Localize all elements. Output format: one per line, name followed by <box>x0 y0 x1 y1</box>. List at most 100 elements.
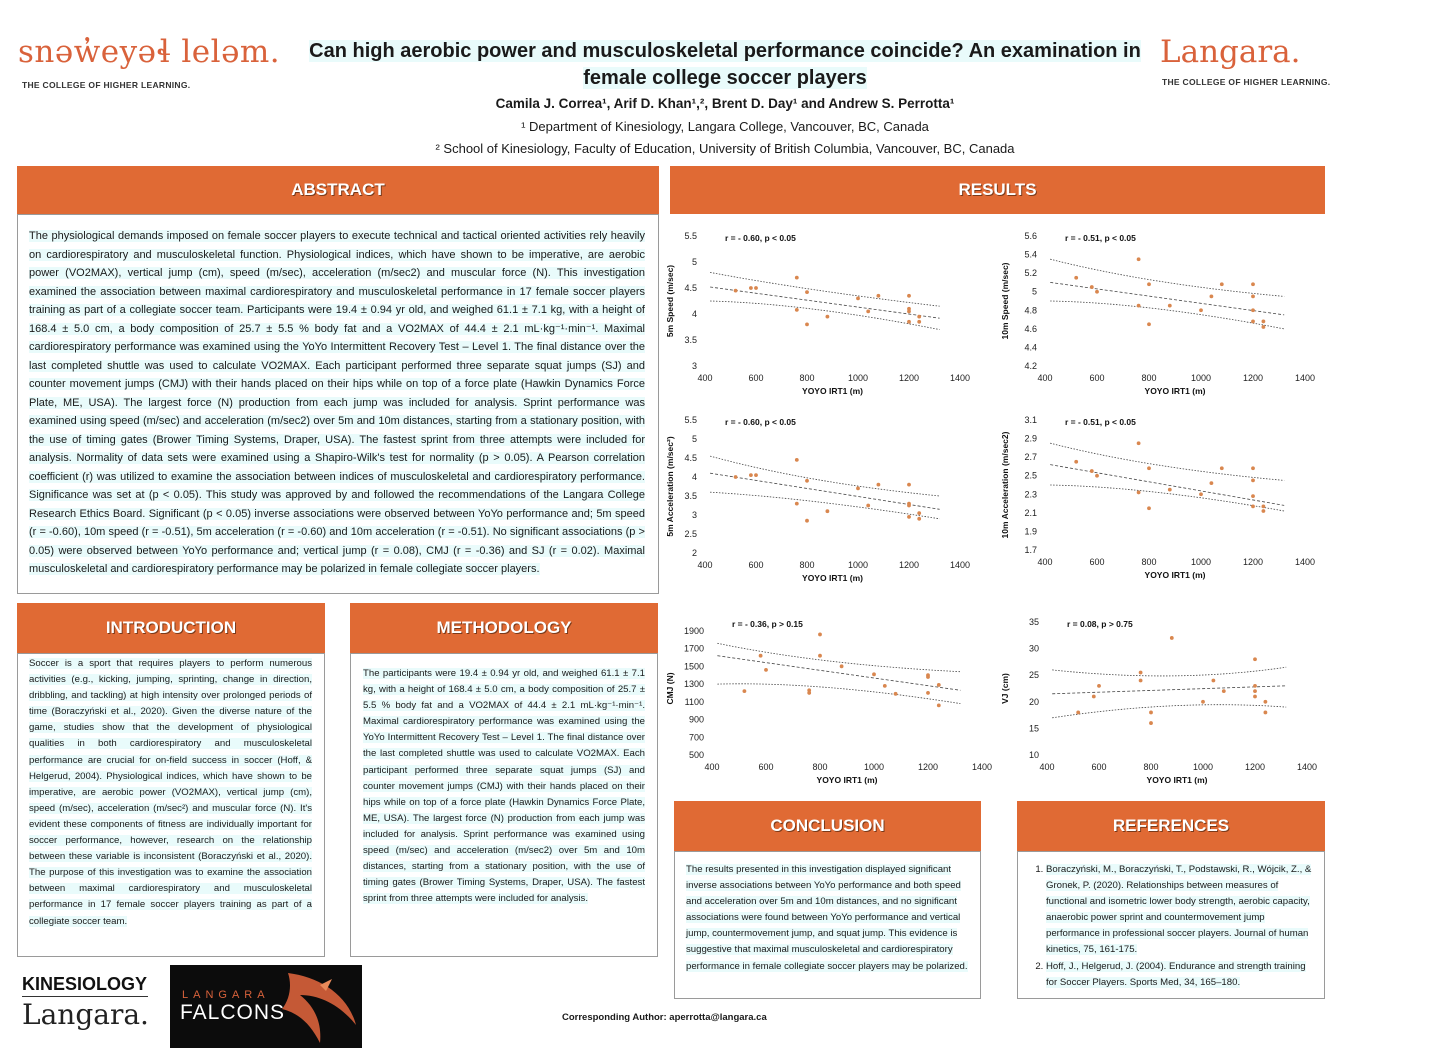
college-logo-title: snəw̓eyəɬ leləm. <box>18 34 281 70</box>
data-point <box>1138 678 1143 683</box>
data-point <box>1251 319 1255 324</box>
abstract-body: The physiological demands imposed on fem… <box>29 230 645 575</box>
x-tick-label: 1200 <box>899 560 919 570</box>
data-point <box>936 683 941 687</box>
data-point <box>794 501 799 506</box>
regression-line <box>717 655 961 691</box>
correlation-annotation: r = - 0.60, p < 0.05 <box>725 417 796 427</box>
x-tick-label: 1000 <box>1191 373 1211 383</box>
y-tick-label: 2.3 <box>1024 489 1037 499</box>
y-tick-label: 4.5 <box>684 283 697 293</box>
x-tick-label: 600 <box>758 762 773 772</box>
y-tick-label: 15 <box>1029 723 1039 733</box>
data-point <box>1147 466 1151 471</box>
x-tick-label: 600 <box>748 373 763 383</box>
data-point <box>1149 710 1153 715</box>
x-tick-label: 800 <box>1141 373 1156 383</box>
y-tick-label: 500 <box>689 750 704 760</box>
y-tick-label: 5.6 <box>1024 231 1037 241</box>
data-point <box>876 482 881 487</box>
regression-line <box>1050 282 1285 316</box>
y-axis-label: 10m Acceleration (m/sec2) <box>1000 431 1010 538</box>
data-point <box>1201 699 1205 704</box>
x-tick-label: 400 <box>697 373 712 383</box>
introduction-text: Soccer is a sport that requires players … <box>29 656 312 930</box>
x-tick-label: 400 <box>1037 557 1052 567</box>
data-point <box>1251 504 1255 509</box>
x-tick-label: 800 <box>799 373 814 383</box>
kinesiology-langara-text: Langara. <box>22 998 149 1031</box>
x-axis-label: YOYO IRT1 (m) <box>802 386 863 396</box>
confidence-band-upper <box>1052 666 1287 677</box>
data-point <box>1221 689 1226 694</box>
data-point <box>917 319 922 324</box>
x-tick-label: 1400 <box>972 762 992 772</box>
correlation-annotation: r = - 0.51, p < 0.05 <box>1065 233 1136 243</box>
confidence-band-lower <box>1052 704 1287 719</box>
x-tick-label: 1200 <box>918 762 938 772</box>
x-tick-label: 400 <box>704 762 719 772</box>
conclusion-heading: CONCLUSION <box>674 801 981 851</box>
data-point <box>1211 678 1216 683</box>
x-tick-label: 600 <box>1091 762 1106 772</box>
y-axis-label: 5m Acceleration (m/sec²) <box>665 436 675 536</box>
data-point <box>794 458 799 462</box>
data-point <box>825 509 830 514</box>
data-point <box>1074 459 1079 464</box>
x-axis-label: YOYO IRT1 (m) <box>817 775 878 785</box>
data-point <box>926 675 930 679</box>
chart-vertical-jump: 400 600 800 1000 1200 1400 10 15 20 25 30 35 YOYO IR… <box>1000 617 1317 785</box>
conclusion-body: The results presented in this investigat… <box>686 864 968 972</box>
y-tick-label: 1900 <box>684 626 704 636</box>
affiliation-2: ² School of Kinesiology, Faculty of Educ… <box>435 141 1015 156</box>
y-tick-label: 5 <box>692 257 697 267</box>
methodology-text: The participants were 19.4 ± 0.94 yr old… <box>363 666 645 907</box>
x-tick-label: 1400 <box>1295 557 1315 567</box>
x-tick-label: 600 <box>748 560 763 570</box>
reference-item: Hoff, J., Helgerud, J. (2004). Endurance… <box>1046 959 1312 991</box>
falcons-logo-bottom: FALCONS <box>180 1001 286 1024</box>
data-point <box>866 309 871 314</box>
y-tick-label: 2.5 <box>684 529 697 539</box>
x-tick-label: 800 <box>1143 762 1158 772</box>
data-point <box>1219 282 1224 287</box>
y-tick-label: 4.8 <box>1024 305 1037 315</box>
regression-line <box>1052 685 1287 695</box>
data-point <box>794 307 799 312</box>
langara-logo-subtitle: THE COLLEGE OF HIGHER LEARNING. <box>1162 77 1331 87</box>
x-tick-label: 600 <box>1089 557 1104 567</box>
college-logo-subtitle: THE COLLEGE OF HIGHER LEARNING. <box>22 80 191 90</box>
data-point <box>1261 325 1266 329</box>
y-tick-label: 5 <box>1032 287 1037 297</box>
data-point <box>1253 689 1257 694</box>
x-tick-label: 1200 <box>1243 557 1263 567</box>
x-tick-label: 1200 <box>899 373 919 383</box>
x-axis-label: YOYO IRT1 (m) <box>1145 386 1206 396</box>
conclusion-panel <box>674 851 981 999</box>
confidence-band-lower <box>710 300 940 330</box>
data-point <box>1263 699 1268 704</box>
regression-line <box>710 472 940 510</box>
y-tick-label: 1300 <box>684 679 704 689</box>
data-point <box>926 691 930 695</box>
x-tick-label: 800 <box>799 560 814 570</box>
y-tick-label: 1.9 <box>1024 526 1037 536</box>
data-point <box>749 286 753 290</box>
data-point <box>825 314 830 319</box>
title-line-1: Can high aerobic power and musculoskelet… <box>309 40 1141 62</box>
references-list: Boraczyński, M., Boraczyński, T., Podsta… <box>1020 862 1312 991</box>
x-tick-label: 1400 <box>950 560 970 570</box>
data-point <box>1147 322 1151 327</box>
affiliation-1: ¹ Department of Kinesiology, Langara Col… <box>521 119 929 134</box>
x-tick-label: 600 <box>1089 373 1104 383</box>
data-point <box>866 503 871 508</box>
data-point <box>936 703 941 708</box>
x-tick-label: 800 <box>812 762 827 772</box>
langara-logo-title: Langara. <box>1160 34 1301 70</box>
confidence-band-upper <box>710 272 940 307</box>
authors: Camila J. Correa¹, Arif D. Khan¹,², Bren… <box>495 96 955 111</box>
data-point <box>818 632 822 637</box>
data-point <box>805 518 809 523</box>
data-point <box>917 516 922 521</box>
y-tick-label: 2.7 <box>1024 452 1037 462</box>
